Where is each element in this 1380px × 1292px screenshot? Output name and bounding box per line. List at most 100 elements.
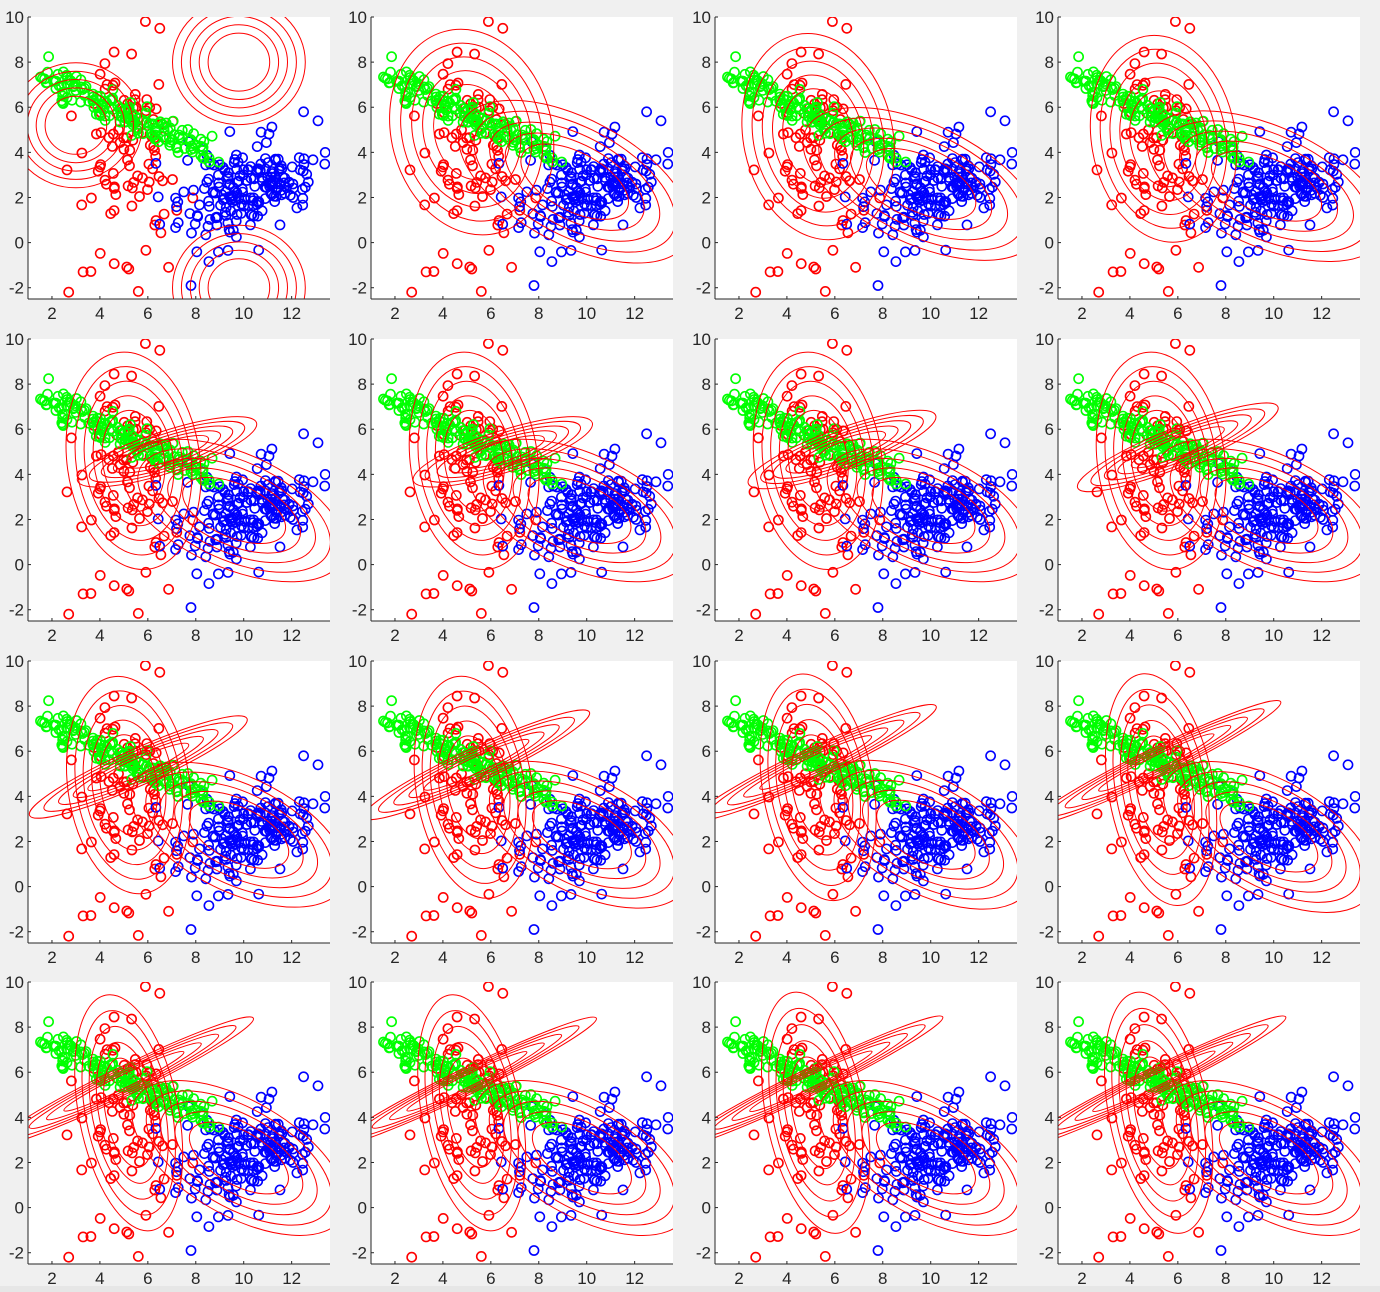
blue-point: [609, 121, 621, 133]
y-tick-label: 8: [702, 375, 711, 394]
blue-point: [590, 195, 602, 207]
blue-point: [909, 244, 921, 256]
blue-point: [642, 181, 654, 193]
red-point: [63, 930, 75, 942]
red-point: [406, 286, 418, 298]
blue-point: [269, 518, 281, 529]
blue-point: [907, 524, 919, 535]
blue-point: [839, 191, 851, 203]
y-tick-label: 10: [5, 330, 24, 349]
red-point: [451, 902, 463, 914]
red-point: [438, 127, 450, 138]
red-point: [86, 192, 97, 204]
x-tick-label: 2: [390, 304, 399, 323]
green-point: [840, 458, 851, 470]
red-point: [1183, 400, 1195, 412]
blue-point: [913, 512, 925, 524]
y-tick-label: 4: [1045, 465, 1054, 484]
red-point: [128, 176, 140, 188]
blue-point: [589, 853, 601, 865]
red-point: [1121, 128, 1132, 140]
y-tick-label: -2: [9, 923, 24, 942]
blue-point: [269, 196, 281, 207]
y-tick-label: 0: [15, 234, 24, 253]
x-tick-label: 4: [782, 626, 791, 645]
y-tick-label: 8: [1045, 53, 1054, 72]
gaussian-contour: [28, 715, 248, 819]
red-point: [850, 583, 861, 595]
red-point: [1170, 244, 1182, 256]
x-tick-label: 8: [191, 948, 200, 967]
y-tick-label: 6: [15, 98, 24, 117]
gaussian-contour: [443, 409, 505, 512]
red-point: [1151, 583, 1163, 595]
green-point: [1128, 417, 1140, 429]
red-point: [1129, 174, 1141, 186]
red-point: [483, 244, 495, 256]
green-point: [1206, 124, 1218, 136]
blue-point: [1202, 217, 1214, 229]
red-point: [451, 205, 463, 216]
y-tick-label: 10: [5, 652, 24, 671]
blue-point: [978, 202, 990, 214]
blue-point: [888, 498, 900, 510]
blue-point: [1241, 533, 1252, 545]
blue-point: [879, 533, 891, 544]
blue-point: [1349, 158, 1360, 170]
green-point: [133, 449, 144, 461]
blue-point: [989, 176, 1001, 188]
red-point: [475, 608, 487, 619]
green-point: [528, 134, 540, 145]
blue-point: [1332, 176, 1344, 188]
red-point: [63, 608, 75, 620]
blue-point: [1224, 521, 1235, 533]
x-tick-label: 4: [438, 304, 447, 323]
blue-point: [298, 803, 310, 814]
blue-point: [588, 219, 599, 231]
red-point: [149, 144, 160, 156]
blue-point: [952, 509, 964, 521]
x-tick-label: 4: [1125, 626, 1134, 645]
gaussian-contour: [1104, 366, 1218, 556]
green-point: [179, 143, 190, 154]
blue-point: [224, 126, 236, 138]
gaussian-contour: [497, 457, 662, 564]
gaussian-contour: [82, 705, 175, 866]
blue-point: [898, 541, 910, 553]
green-point: [42, 66, 53, 78]
blue-point: [211, 863, 223, 875]
blue-point: [598, 770, 610, 782]
red-point: [466, 263, 478, 275]
blue-point: [563, 846, 575, 857]
blue-point: [150, 479, 162, 491]
green-point: [382, 73, 393, 85]
gaussian-contour: [826, 448, 1017, 573]
blue-point: [233, 192, 245, 204]
red-point: [469, 522, 481, 534]
blue-point: [191, 246, 203, 258]
blue-point: [1282, 532, 1294, 544]
red-point: [99, 496, 111, 508]
blue-point: [1241, 541, 1253, 553]
red-point: [779, 487, 791, 499]
x-tick-label: 12: [282, 304, 301, 323]
red-point: [122, 502, 134, 514]
blue-point: [932, 219, 943, 231]
x-tick-label: 4: [95, 948, 104, 967]
green-point: [517, 131, 528, 143]
blue-point: [1283, 566, 1295, 578]
x-tick-label: 4: [1125, 304, 1134, 323]
blue-point: [1317, 500, 1329, 512]
green-point: [104, 432, 115, 444]
blue-point: [1259, 476, 1271, 487]
blue-point: [634, 846, 646, 858]
red-point: [786, 496, 798, 508]
blue-point: [230, 793, 242, 805]
gaussian-contour: [424, 420, 582, 483]
red-point: [805, 465, 817, 477]
red-point: [763, 199, 775, 211]
green-point: [39, 73, 50, 85]
blue-point: [645, 820, 657, 832]
red-point: [492, 863, 504, 875]
blue-point: [590, 517, 602, 529]
